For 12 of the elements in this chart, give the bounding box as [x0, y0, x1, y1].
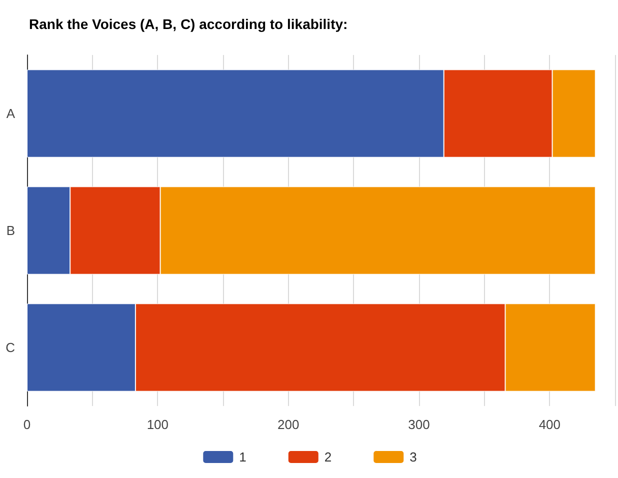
legend-label: 1 — [239, 450, 246, 464]
chart-title: Rank the Voices (A, B, C) according to likability: — [29, 16, 348, 32]
x-tick-label: 400 — [538, 417, 561, 432]
x-tick-label: 100 — [146, 417, 169, 432]
x-tick-label: 0 — [23, 417, 31, 432]
y-tick-label: A — [6, 106, 16, 121]
y-tick-label: C — [6, 340, 15, 355]
x-tick-label: 300 — [408, 417, 430, 432]
legend-label: 2 — [324, 450, 332, 464]
legend-label: 3 — [410, 450, 417, 464]
y-tick-label: B — [6, 223, 15, 238]
x-tick-label: 200 — [277, 417, 300, 432]
